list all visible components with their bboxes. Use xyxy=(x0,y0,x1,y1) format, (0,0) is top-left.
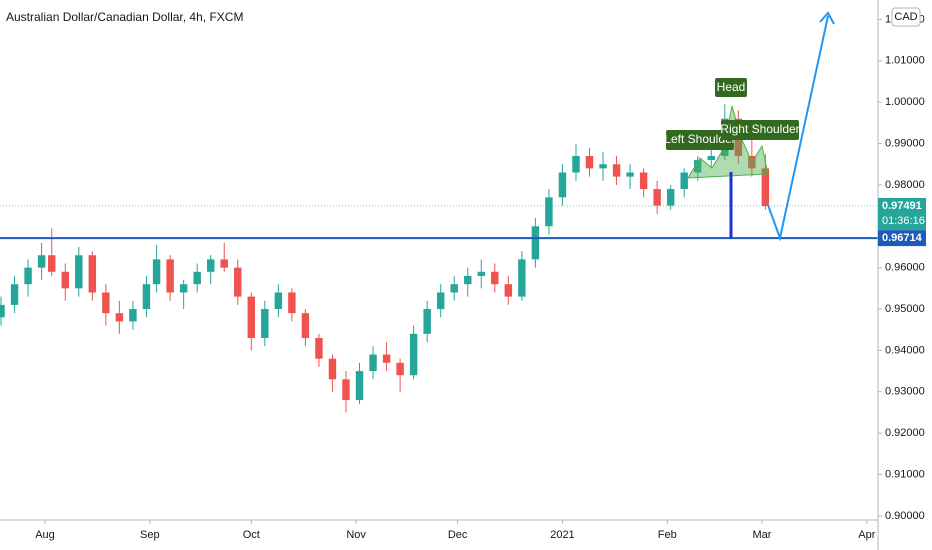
candle-body xyxy=(585,155,594,169)
candle-body xyxy=(639,172,648,190)
axes: 1.020001.010001.000000.990000.980000.970… xyxy=(35,13,926,541)
candle-body xyxy=(666,189,675,206)
y-tick-label: 1.01000 xyxy=(885,55,925,67)
annotation: Left Shoulder xyxy=(664,132,735,146)
candle-body xyxy=(423,309,431,334)
y-tick-label: 1.00000 xyxy=(885,96,925,108)
level-label: 0.96714 xyxy=(882,232,923,244)
candle-body xyxy=(436,292,445,310)
candle-body xyxy=(179,284,188,293)
candle-body xyxy=(450,284,458,293)
candle-body xyxy=(274,292,283,310)
y-tick-label: 0.98000 xyxy=(885,179,925,191)
x-tick-label: Dec xyxy=(448,529,468,541)
annotation: Head xyxy=(717,80,746,94)
candle-body xyxy=(166,259,174,293)
y-tick-label: 0.90000 xyxy=(885,510,925,522)
candle-body xyxy=(626,172,634,177)
arrow-head xyxy=(819,11,835,25)
candle-body xyxy=(653,189,661,206)
candle-body xyxy=(315,337,323,359)
candle-body xyxy=(328,358,337,380)
x-tick-label: Oct xyxy=(243,529,260,541)
candle-body xyxy=(193,271,201,285)
last-price-label: 0.97491 xyxy=(882,200,922,212)
currency[interactable]: CAD xyxy=(894,11,917,23)
candle-body xyxy=(707,155,715,161)
candle-body xyxy=(234,267,242,297)
candle-body xyxy=(504,284,513,297)
candle-body xyxy=(10,284,19,305)
candle-body xyxy=(612,164,621,177)
candle-body xyxy=(531,226,540,260)
candle-body xyxy=(61,271,69,289)
candle-body xyxy=(48,255,56,272)
y-tick-label: 0.99000 xyxy=(885,137,925,149)
candle-body xyxy=(491,271,499,285)
candle-body xyxy=(88,255,97,293)
candle-body xyxy=(409,333,418,376)
candle-body xyxy=(247,296,256,338)
candle-body xyxy=(206,259,215,272)
annotation-box xyxy=(715,78,747,97)
y-tick-label: 0.95000 xyxy=(885,303,925,315)
currency-button[interactable] xyxy=(891,7,921,27)
candle-body xyxy=(464,275,472,285)
candle-body xyxy=(396,362,404,376)
x-tick-label: 2021 xyxy=(550,529,574,541)
candle-body xyxy=(599,164,607,169)
projection-arrow xyxy=(767,15,829,242)
y-tick-label: 0.93000 xyxy=(885,386,925,398)
y-tick-label: 0.94000 xyxy=(885,344,925,356)
annotation-box xyxy=(721,120,799,140)
candle-body xyxy=(129,309,137,322)
candle-body xyxy=(102,292,110,314)
candle-body xyxy=(220,259,228,268)
candle-body xyxy=(572,155,580,173)
candle-body xyxy=(761,168,770,207)
candle-body xyxy=(301,313,310,338)
annotation-box xyxy=(666,130,734,150)
x-tick-label: Feb xyxy=(658,529,677,541)
candle-body xyxy=(558,172,567,198)
candle-body xyxy=(369,354,377,372)
candle-body xyxy=(75,255,83,289)
candle-body xyxy=(342,379,350,401)
candle-body xyxy=(0,304,5,318)
candle-body xyxy=(694,160,702,173)
candle-body xyxy=(288,292,296,314)
candle-body xyxy=(382,354,391,363)
candle-body xyxy=(115,313,124,322)
y-tick-label: 0.92000 xyxy=(885,427,925,439)
candle-body xyxy=(152,259,161,285)
y-tick-label: 0.91000 xyxy=(885,468,925,480)
candle-body xyxy=(261,309,269,338)
candle-body xyxy=(355,371,364,401)
countdown: 01:36:16 xyxy=(882,215,925,227)
chart-title: Australian Dollar/Canadian Dollar, 4h, F… xyxy=(6,10,243,24)
y-tick-label: 0.96000 xyxy=(885,262,925,274)
x-tick-label: Aug xyxy=(35,529,55,541)
candle-body xyxy=(142,284,151,310)
x-tick-label: Sep xyxy=(140,529,160,541)
annotation: Right Shoulder xyxy=(720,122,799,136)
x-tick-label: Mar xyxy=(753,529,772,541)
x-tick-label: Nov xyxy=(346,529,366,541)
candle-body xyxy=(37,255,46,268)
level-label-box xyxy=(878,230,926,247)
x-tick-label: Apr xyxy=(858,529,875,541)
candle-body xyxy=(477,271,485,276)
candle-body xyxy=(680,172,688,190)
candle-body xyxy=(24,267,32,285)
last-price-box xyxy=(878,197,926,230)
candle-body xyxy=(518,259,526,297)
candle-body xyxy=(545,197,553,227)
